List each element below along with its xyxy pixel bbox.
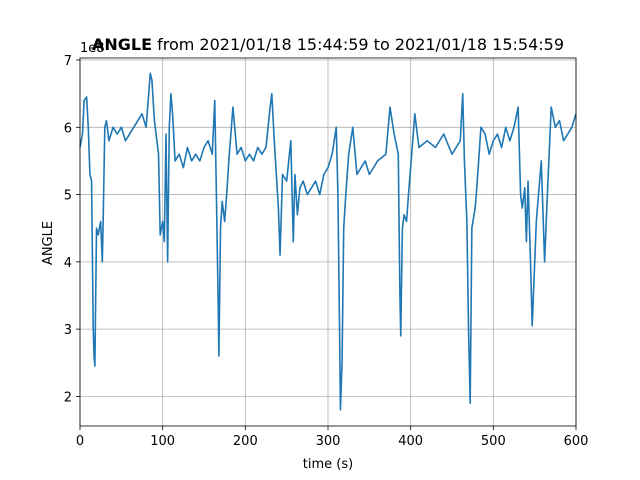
plot-frame: [79, 57, 577, 427]
data-line: [79, 72, 577, 411]
y-tick-label: 2: [64, 390, 72, 405]
y-tick-label: 4: [64, 256, 72, 271]
title-bold: ANGLE: [92, 35, 152, 54]
y-tick-label: 7: [64, 54, 72, 69]
x-tick-label: 400: [398, 434, 423, 449]
x-tick-label: 200: [233, 434, 258, 449]
y-tick-label: 5: [64, 189, 72, 204]
title-rest: from 2021/01/18 15:44:59 to 2021/01/18 1…: [157, 35, 564, 54]
x-tick-label: 600: [564, 434, 589, 449]
x-tick-label: 0: [76, 434, 84, 449]
x-tick-label: 300: [316, 434, 341, 449]
x-tick-label: 100: [150, 434, 175, 449]
x-tick-label: 500: [481, 434, 506, 449]
y-offset-label: 1e8: [80, 41, 105, 56]
y-axis-label: ANGLE: [41, 221, 56, 265]
x-axis-label: time (s): [303, 457, 353, 472]
y-tick-label: 6: [64, 121, 72, 136]
y-tick-label: 3: [64, 323, 72, 338]
chart-title: ANGLE from 2021/01/18 15:44:59 to 2021/0…: [92, 35, 564, 54]
